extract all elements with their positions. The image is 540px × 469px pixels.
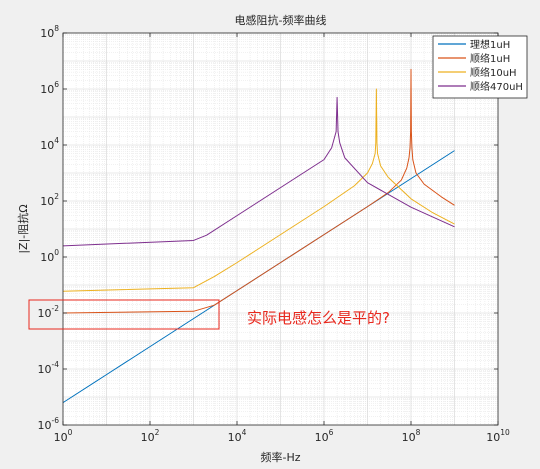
chart-title: 电感阻抗-频率曲线 [235, 13, 327, 27]
y-tick-label: 104 [40, 136, 59, 152]
series-layer [62, 68, 455, 404]
y-tick-label: 10-6 [38, 416, 60, 432]
x-tick-label: 102 [141, 428, 160, 444]
legend-label: 理想1uH [470, 38, 510, 51]
x-tick-label: 108 [402, 428, 421, 444]
legend-box [432, 35, 528, 99]
y-tick-label: 106 [40, 80, 59, 96]
series-line-1 [62, 68, 455, 314]
legend-label: 顺络1uH [470, 52, 510, 65]
y-tick-label: 10-2 [38, 304, 60, 320]
y-tick-label: 108 [40, 24, 59, 40]
annotation-text: 实际电感怎么是平的? [247, 309, 390, 327]
axes-box [62, 32, 499, 426]
legend-label: 顺络470uH [470, 80, 523, 93]
series-line-2 [62, 88, 455, 292]
x-tick-labels: 100 102 104 106 108 1010 [54, 428, 510, 444]
y-tick-labels: 10-6 10-4 10-2 100 102 104 106 108 [38, 24, 60, 432]
x-tick-label: 100 [54, 428, 73, 444]
y-tick-label: 102 [40, 192, 59, 208]
highlight-box [28, 299, 220, 330]
y-tick-label: 100 [40, 248, 59, 264]
y-axis-label: |Z|-阻抗Ω [16, 204, 30, 253]
x-axis-label: 频率-Hz [260, 450, 300, 464]
x-tick-label: 106 [315, 428, 334, 444]
x-tick-label: 1010 [486, 428, 510, 444]
series-line-3 [62, 96, 455, 247]
y-tick-label: 10-4 [38, 360, 60, 376]
legend-label: 顺络10uH [470, 66, 517, 79]
x-tick-label: 104 [228, 428, 247, 444]
